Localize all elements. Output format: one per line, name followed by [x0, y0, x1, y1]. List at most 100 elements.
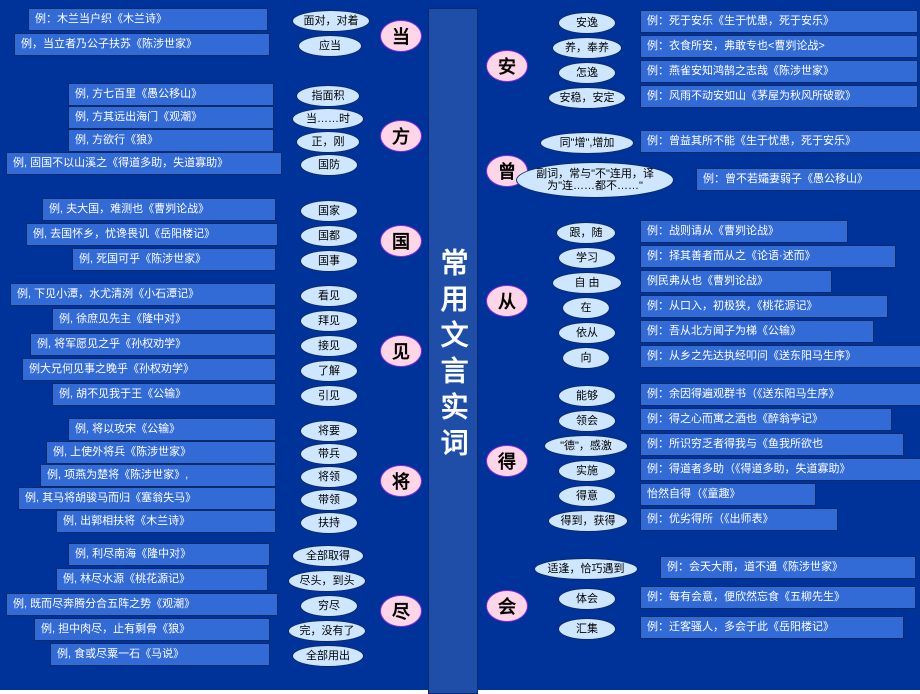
- example: 例, 方七百里《愚公移山》: [68, 83, 274, 106]
- meaning: 在: [562, 297, 610, 319]
- meaning: 养，奉养: [552, 37, 622, 59]
- char-国: 国: [380, 225, 422, 257]
- meaning: 将领: [300, 466, 358, 488]
- char-当: 当: [380, 20, 422, 52]
- example: 例：吾从北方闻子为梯《公输》: [640, 320, 874, 343]
- title-bar: 常用文言实词: [428, 8, 478, 694]
- meaning: 拜见: [300, 310, 358, 332]
- meaning: 正，刚: [296, 131, 360, 153]
- example: 例：会天大雨，道不通《陈涉世家》: [660, 556, 916, 579]
- example: 例：择其善者而从之《论语·述而》: [640, 245, 896, 268]
- meaning: 穷尽: [300, 595, 358, 617]
- example: 例, 上使外将兵《陈涉世家》: [46, 441, 276, 464]
- meaning: 当……时: [292, 108, 364, 130]
- meaning: 国防: [300, 154, 358, 176]
- meaning: 应当: [298, 35, 362, 57]
- example: 例：衣食所安，弗敢专也<曹刿论战>: [640, 35, 918, 58]
- example: 例：每有会意，便欣然忘食《五柳先生》: [640, 586, 916, 609]
- example: 例：曾不若孀妻弱子《愚公移山》: [696, 168, 920, 191]
- meaning: 带兵: [300, 443, 358, 465]
- meaning: 指面积: [296, 85, 360, 107]
- example: 例, 方欲行《狼》: [68, 129, 274, 152]
- meaning: 领会: [558, 410, 616, 432]
- example: 例大兄何见事之晚乎《孙权劝学》: [22, 358, 276, 381]
- meaning: 看见: [300, 285, 358, 307]
- char-会: 会: [486, 590, 528, 622]
- meaning: 得意: [558, 485, 616, 507]
- meaning: 副词，常与"不"连用，译为"连……都不……": [516, 162, 674, 198]
- example: 例, 方其远出海门《观潮》: [68, 106, 274, 129]
- meaning: 引见: [300, 385, 358, 407]
- example: 例：战则请从《曹刿论战》: [640, 220, 848, 243]
- meaning: "德"，感激: [544, 435, 628, 457]
- example: 例, 出郭相扶将《木兰诗》: [56, 510, 276, 533]
- example: 例, 固国不以山溪之《得道多助，失道寡助》: [6, 152, 282, 175]
- meaning: 得到，获得: [548, 510, 628, 532]
- example: 例, 担中肉尽，止有剩骨《狼》: [34, 618, 270, 641]
- example: 例, 其马将胡骏马而归《塞翁失马》: [18, 487, 276, 510]
- meaning: 国事: [300, 250, 358, 272]
- meaning: 安逸: [558, 12, 616, 34]
- meaning: 将要: [300, 420, 358, 442]
- example: 例, 既而尽奔腾分合五阵之势《观潮》: [6, 593, 278, 616]
- meaning: 全部取得: [292, 545, 364, 567]
- example: 例，当立者乃公子扶苏《陈涉世家》: [14, 33, 270, 56]
- example: 例, 林尽水源《桃花源记》: [56, 568, 268, 591]
- meaning: 扶持: [300, 512, 358, 534]
- meaning: 同"增",增加: [540, 132, 634, 154]
- meaning: 尽头，到头: [288, 570, 366, 592]
- example: 例, 夫大国，难测也《曹刿论战》: [42, 198, 276, 221]
- meaning: 带领: [300, 489, 358, 511]
- example: 例：从口入，初极狭，《桃花源记》: [640, 295, 888, 318]
- meaning: 汇集: [558, 618, 616, 640]
- example: 例, 徐庶见先主《隆中对》: [52, 308, 276, 331]
- title-text: 常用文言实词: [433, 248, 472, 464]
- example: 例, 死国可乎《陈涉世家》: [72, 248, 276, 271]
- example: 例：燕雀安知鸿鹄之志哉《陈涉世家》: [640, 60, 918, 83]
- meaning: 了解: [300, 360, 358, 382]
- char-将: 将: [380, 465, 422, 497]
- example: 例, 项燕为楚将《陈涉世家》,: [40, 464, 276, 487]
- meaning: 能够: [558, 385, 616, 407]
- example: 例, 下见小潭，水尤清洌《小石潭记》: [10, 283, 276, 306]
- meaning: 国都: [300, 225, 358, 247]
- example: 例, 将以攻宋《公输》: [68, 418, 276, 441]
- example: 例：迁客骚人，多会于此《岳阳楼记》: [640, 616, 904, 639]
- example: 例：得道者多助（《得道多助，失道寡助》: [640, 458, 920, 481]
- meaning: 向: [562, 347, 610, 369]
- example: 例：木兰当户织《木兰诗》: [28, 8, 268, 31]
- example: 怡然自得（《童趣》: [640, 483, 816, 506]
- meaning: 完，没有了: [288, 620, 366, 642]
- example: 例, 去国怀乡，忧谗畏讥《岳阳楼记》: [26, 223, 278, 246]
- meaning: 实施: [558, 460, 616, 482]
- example: 例：余因得遍观群书（《送东阳马生序》: [640, 383, 920, 406]
- meaning: 体会: [558, 588, 616, 610]
- meaning: 国家: [300, 200, 358, 222]
- example: 例, 食或尽粟一石《马说》: [50, 643, 270, 666]
- meaning: 适逢，恰巧遇到: [534, 558, 638, 580]
- example: 例：得之心而寓之酒也《醉翁亭记》: [640, 408, 892, 431]
- example: 例, 利尽南海《隆中对》: [68, 543, 270, 566]
- example: 例：从乡之先达执经叩问《送东阳马生序》: [640, 345, 920, 368]
- char-见: 见: [380, 335, 422, 367]
- meaning: 安稳，安定: [548, 87, 626, 109]
- char-安: 安: [486, 50, 528, 82]
- meaning: 自 由: [552, 272, 622, 294]
- example: 例民弗从也《曹刿论战》: [640, 270, 832, 293]
- example: 例, 胡不见我于王《公输》: [52, 383, 276, 406]
- example: 例：死于安乐《生于忧患，死于安乐》: [640, 10, 918, 33]
- meaning: 全部用出: [292, 645, 364, 667]
- char-从: 从: [486, 285, 528, 317]
- meaning: 面对，对着: [292, 10, 370, 32]
- meaning: 怎逸: [558, 62, 616, 84]
- example: 例：优劣得所（《出师表》: [640, 508, 838, 531]
- example: 例：风雨不动安如山《茅屋为秋风所破歌》: [640, 85, 918, 108]
- char-方: 方: [380, 120, 422, 152]
- example: 例：所识穷乏者得我与《鱼我所欲也: [640, 433, 904, 456]
- meaning: 接见: [300, 335, 358, 357]
- meaning: 跟，随: [556, 222, 616, 244]
- example: 例：曾益其所不能《生于忧患，死于安乐》: [640, 130, 920, 153]
- char-得: 得: [486, 445, 528, 477]
- meaning: 学习: [558, 247, 616, 269]
- example: 例, 将军愿见之乎《孙权劝学》: [30, 333, 276, 356]
